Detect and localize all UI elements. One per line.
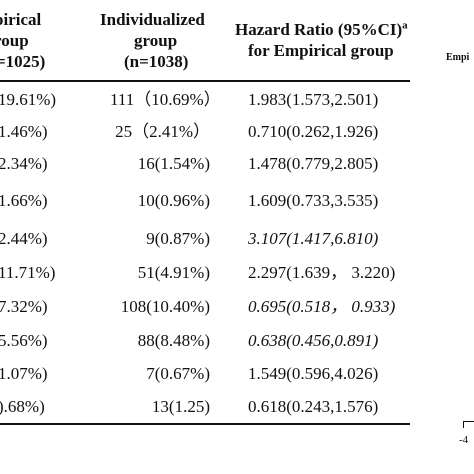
table-cell-individualized: 16(1.54%)	[137, 154, 210, 173]
header-individualized-line3: (n=1038)	[124, 52, 189, 71]
axis-tick-mark	[463, 421, 474, 428]
table-cell-hazard-ratio: 0.710(0.262,1.926)	[248, 122, 379, 141]
table-cell-individualized: 9(0.87%)	[146, 229, 210, 248]
table-cell-empirical: 2.44%)	[0, 229, 48, 248]
table-cell-individualized: 111（10.69%）	[110, 90, 221, 109]
table-cell-individualized: 108(10.40%)	[120, 297, 210, 316]
table-cell-individualized: 7(0.67%)	[146, 364, 210, 383]
table-cell-individualized: 88(8.48%)	[137, 331, 210, 350]
table-cell-individualized: 13(1.25)	[151, 397, 210, 416]
table-cell-hazard-ratio: 0.638(0.456,0.891)	[248, 331, 379, 350]
table-cell-empirical: 7.32%)	[0, 297, 48, 316]
table-cell-individualized: 51(4.91%)	[137, 263, 210, 282]
header-hazard-ratio-superscript: a	[402, 19, 408, 32]
header-empirical-line2: roup	[0, 31, 29, 50]
table-cell-empirical: 2.34%)	[0, 154, 48, 173]
table-cell-empirical: 11.71%)	[0, 263, 56, 282]
table-cell-hazard-ratio: 1.478(0.779,2.805)	[248, 154, 379, 173]
table-cell-individualized: 10(0.96%)	[137, 191, 210, 210]
table-cell-hazard-ratio: 1.983(1.573,2.501)	[248, 90, 379, 109]
axis-tick-label: -4	[459, 434, 469, 446]
header-individualized-line2: group	[134, 31, 178, 50]
header-hazard-ratio-line1: Hazard Ratio (95%CI)a	[235, 20, 408, 40]
header-empirical-line3: =1025)	[0, 52, 46, 71]
table-cell-empirical: 1.07%)	[0, 364, 48, 383]
header-empirical-line1: pirical	[0, 10, 42, 29]
header-individualized-line1: Individualized	[100, 10, 205, 29]
bottom-rule	[0, 423, 410, 425]
table-cell-hazard-ratio: 0.695(0.518， 0.933)	[248, 297, 396, 316]
table-cell-hazard-ratio: 2.297(1.639， 3.220)	[248, 263, 396, 282]
side-figure-label: Empi	[446, 52, 470, 63]
table-cell-hazard-ratio: 1.609(0.733,3.535)	[248, 191, 379, 210]
header-hazard-ratio-text: Hazard Ratio (95%CI)	[235, 20, 403, 39]
header-hazard-ratio-line2: for Empirical group	[248, 41, 394, 60]
table-cell-empirical: ).68%)	[0, 397, 45, 416]
table-cell-empirical: 1.66%)	[0, 191, 48, 210]
table-cell-empirical: 5.56%)	[0, 331, 48, 350]
header-rule	[0, 80, 410, 82]
table-cell-empirical: 1.46%)	[0, 122, 48, 141]
table-cell-hazard-ratio: 1.549(0.596,4.026)	[248, 364, 379, 383]
table-cell-empirical: 19.61%)	[0, 90, 57, 109]
table-cell-hazard-ratio: 3.107(1.417,6.810)	[248, 229, 379, 248]
table-cell-individualized: 25（2.41%）	[115, 122, 210, 141]
table-cell-hazard-ratio: 0.618(0.243,1.576)	[248, 397, 379, 416]
